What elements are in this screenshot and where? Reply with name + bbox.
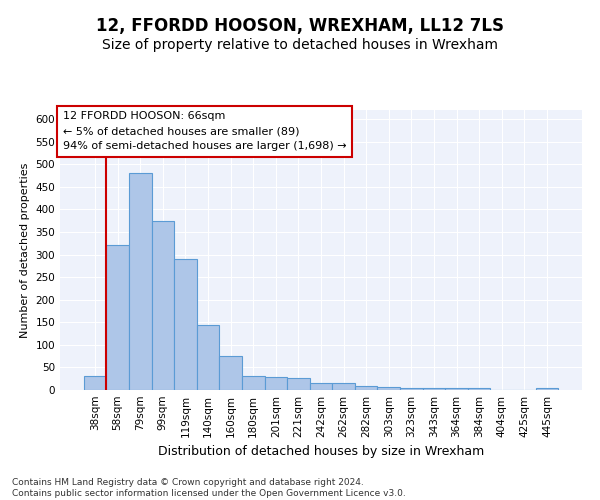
Bar [332, 383, 355, 390]
Bar [468, 388, 490, 390]
Text: Size of property relative to detached houses in Wrexham: Size of property relative to detached ho… [102, 38, 498, 52]
Bar [377, 388, 400, 390]
Bar [106, 246, 129, 390]
Bar [422, 388, 445, 390]
Bar [220, 356, 242, 390]
Bar [536, 388, 558, 390]
Bar [400, 388, 422, 390]
Bar [129, 173, 152, 390]
Bar [265, 377, 287, 390]
Bar [310, 383, 332, 390]
Bar [197, 326, 220, 390]
Bar [287, 378, 310, 390]
Bar [84, 376, 106, 390]
Text: Contains HM Land Registry data © Crown copyright and database right 2024.
Contai: Contains HM Land Registry data © Crown c… [12, 478, 406, 498]
Bar [174, 259, 197, 390]
Text: 12, FFORDD HOOSON, WREXHAM, LL12 7LS: 12, FFORDD HOOSON, WREXHAM, LL12 7LS [96, 18, 504, 36]
X-axis label: Distribution of detached houses by size in Wrexham: Distribution of detached houses by size … [158, 446, 484, 458]
Bar [445, 388, 468, 390]
Text: 12 FFORDD HOOSON: 66sqm
← 5% of detached houses are smaller (89)
94% of semi-det: 12 FFORDD HOOSON: 66sqm ← 5% of detached… [62, 112, 346, 151]
Bar [242, 376, 265, 390]
Y-axis label: Number of detached properties: Number of detached properties [20, 162, 30, 338]
Bar [355, 386, 377, 390]
Bar [152, 220, 174, 390]
